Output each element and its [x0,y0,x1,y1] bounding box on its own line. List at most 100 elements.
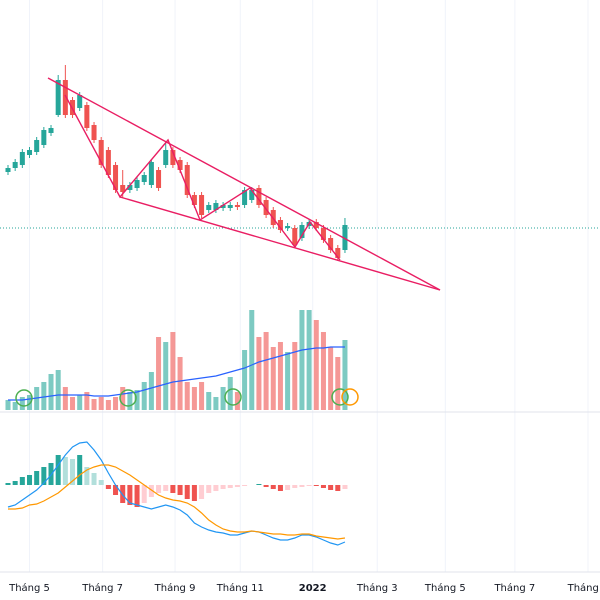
volume-bar [120,387,126,410]
candle-body [320,228,326,240]
macd-histogram-bar [84,467,90,485]
volume-bar [320,332,326,410]
macd-histogram-bar [148,485,154,497]
signal-line [8,464,346,540]
volume-bar [148,372,154,410]
volume-bar [213,397,219,410]
candle-body [34,140,40,152]
candle-body [234,205,240,207]
volume-bar [242,350,248,410]
volume-bar [256,337,262,410]
macd-histogram-bar [292,485,298,488]
candle-body [105,150,111,175]
volume-ma-line [8,346,345,401]
macd-histogram-bar [227,485,233,488]
x-tick-label: Tháng 9 [567,582,600,594]
macd-histogram-bar [277,485,283,491]
volume-bar [306,310,312,410]
candle-body [55,80,61,115]
candle-body [5,168,11,172]
candle-body [141,175,147,182]
volume-bar [313,320,319,410]
macd-histogram-bar [91,473,97,485]
trend-line-upper [47,77,441,291]
macd-histogram-bar [328,485,334,490]
volume-bar [127,392,133,410]
macd-histogram-bar [19,477,25,485]
x-tick-label: Tháng 7 [81,582,123,594]
macd-histogram-bar [141,485,147,503]
macd-histogram-bar [313,485,319,486]
macd-histogram-bar [234,485,240,487]
volume-bar [41,382,47,410]
volume-bar [299,310,305,410]
volume-bar [263,332,269,410]
marks [5,65,348,546]
candle-body [41,130,47,145]
candle-body [26,150,33,155]
trend-line-lower [119,196,441,291]
volume-bar [199,382,205,410]
x-tick-label: Tháng 5 [424,582,466,594]
candle-body [249,190,255,200]
grid [29,0,589,572]
marker-circle [224,388,242,406]
candle-body [134,180,140,188]
macd-histogram-bar [98,480,104,485]
x-tick-label: 2022 [299,583,327,594]
macd-histogram-bar [127,485,133,505]
macd-histogram-bar [206,485,212,493]
candle-body [213,203,219,210]
volume-bar [227,377,233,410]
candle-body [148,162,154,185]
candle-body [127,185,133,190]
candle-body [299,225,305,238]
x-tick-label: Tháng 11 [216,582,264,594]
macd-histogram-bar [335,485,341,491]
macd-histogram-bar [134,485,140,507]
candle-body [199,195,205,215]
x-tick-label: Tháng 9 [154,582,196,594]
candle-body [242,190,248,205]
volume-bar [163,342,169,410]
marker-circle [15,389,33,407]
x-tick-label: Tháng 5 [8,582,50,594]
candle-body [263,200,269,215]
candle-body [91,125,97,140]
macd-histogram-bar [113,485,119,495]
macd-histogram-bar [242,485,248,486]
macd-histogram-bar [306,485,312,486]
volume-bar [206,392,212,410]
macd-histogram-bar [270,485,276,489]
volume-bar [12,402,18,410]
volume-bar [26,395,33,410]
macd-histogram-bar [34,471,40,485]
macd-line [7,441,346,546]
candle-body [256,188,262,205]
volume-bar [70,397,76,410]
candle-body [191,195,197,205]
volume-bar [91,399,97,410]
macd-histogram-bar [299,485,305,487]
x-tick-label: Tháng 3 [356,582,398,594]
macd-histogram-bar [105,485,111,489]
candle-body [206,205,212,210]
macd-histogram-bar [26,475,33,485]
volume-bar [277,342,283,410]
macd-histogram-bar [256,484,262,485]
volume-bar [270,347,276,410]
candle-body [220,205,226,208]
macd-histogram-bar [55,455,61,485]
volume-bar [113,397,119,410]
volume-bar [249,310,255,410]
candle-body [120,185,126,192]
macd-histogram-bar [12,481,18,485]
macd-histogram-bar [177,485,183,495]
candle-body [156,170,162,188]
macd-histogram-bar [163,485,169,491]
volume-bar [134,390,140,410]
marker-circle [341,388,359,406]
candle-body [163,150,169,165]
candle-body [84,105,90,128]
